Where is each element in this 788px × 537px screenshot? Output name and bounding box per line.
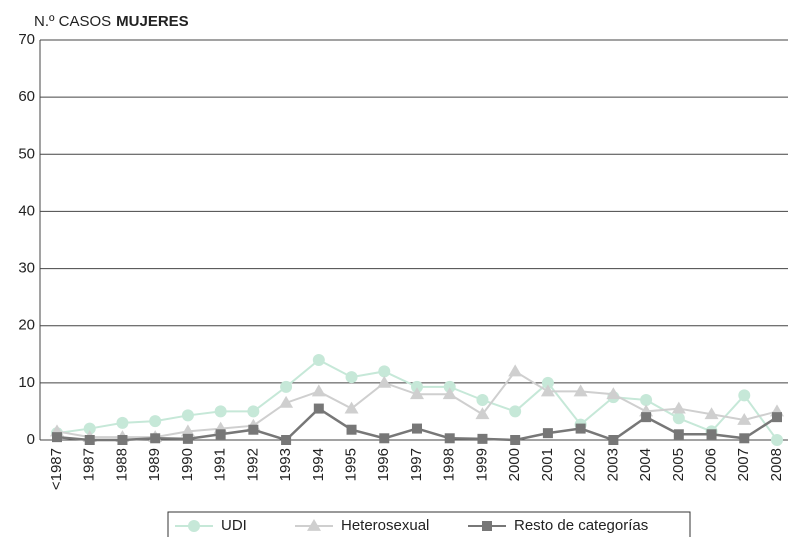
point [509, 405, 522, 418]
point [640, 394, 653, 406]
point [345, 371, 358, 384]
x-tick-label: 1998 [441, 448, 458, 481]
x-tick-label: 1996 [375, 448, 392, 481]
y-tick-label: 70 [18, 31, 35, 48]
x-tick-label: 2004 [637, 448, 654, 481]
point [247, 405, 260, 418]
point [377, 375, 392, 388]
point [641, 412, 652, 423]
y-tick-label: 0 [27, 431, 35, 448]
point [346, 424, 357, 435]
point [307, 519, 321, 531]
legend-label: Heterosexual [341, 517, 429, 534]
point [540, 384, 555, 397]
y-tick-label: 20 [18, 317, 35, 334]
point [673, 429, 684, 440]
point [738, 389, 751, 402]
point [412, 423, 422, 434]
x-tick-label: 1987 [81, 448, 98, 481]
y-tick-label: 50 [18, 145, 35, 162]
legend-label: UDI [221, 517, 247, 534]
point [476, 394, 489, 406]
point [508, 364, 523, 377]
point [575, 423, 586, 434]
x-tick-label: <1987 [48, 448, 65, 490]
point [150, 433, 161, 444]
point [312, 354, 325, 366]
x-tick-label: 2002 [572, 448, 589, 481]
point [83, 422, 96, 435]
point [411, 380, 423, 393]
point [541, 376, 554, 389]
point [443, 380, 456, 393]
point [410, 387, 424, 400]
point [182, 433, 193, 444]
point [477, 433, 488, 444]
point [608, 435, 619, 445]
x-tick-label: 2008 [768, 448, 785, 481]
point [510, 435, 521, 445]
point [444, 433, 455, 444]
point [772, 412, 782, 423]
point [215, 429, 226, 440]
point [188, 520, 200, 532]
point [279, 395, 294, 408]
point [116, 416, 129, 429]
point [344, 401, 359, 414]
x-tick-label: 1997 [408, 448, 425, 481]
x-tick-label: 1988 [113, 448, 130, 481]
point [52, 432, 62, 443]
point [704, 407, 719, 420]
chart-title: N.º CASOS MUJERES [34, 13, 189, 30]
point [475, 407, 490, 420]
point [378, 365, 391, 378]
x-tick-label: 1995 [343, 448, 360, 481]
y-tick-label: 60 [18, 88, 35, 105]
x-tick-label: 1990 [179, 448, 196, 481]
point [442, 387, 457, 400]
point [379, 433, 390, 444]
point [117, 435, 128, 445]
point [180, 424, 195, 437]
x-tick-label: 1999 [473, 448, 490, 481]
x-tick-label: 2006 [703, 448, 720, 481]
point [671, 401, 686, 414]
legend-label: Resto de categorías [514, 517, 648, 534]
point [181, 409, 194, 422]
point [281, 435, 292, 445]
legend-box [167, 511, 691, 537]
point [542, 428, 553, 439]
x-tick-label: 2003 [604, 448, 621, 481]
point [771, 434, 783, 446]
point [311, 384, 326, 397]
y-tick-label: 40 [18, 202, 35, 219]
point [706, 429, 717, 440]
point [280, 380, 293, 393]
point [248, 424, 259, 435]
point [313, 403, 324, 414]
point [84, 435, 95, 445]
point [737, 413, 752, 425]
point [214, 405, 227, 418]
x-tick-label: 2001 [539, 448, 556, 481]
x-tick-label: 2005 [670, 448, 687, 481]
point [739, 433, 750, 444]
x-tick-label: 1989 [146, 448, 163, 481]
x-tick-label: 2007 [735, 448, 752, 481]
x-tick-label: 1992 [244, 448, 261, 481]
x-tick-label: 1994 [310, 448, 327, 481]
point [149, 415, 162, 428]
x-tick-label: 1991 [212, 448, 229, 481]
x-tick-label: 2000 [506, 448, 523, 481]
y-tick-label: 10 [18, 374, 35, 391]
title-text: N.º CASOS [34, 13, 111, 30]
point [482, 521, 492, 531]
x-tick-label: 1993 [277, 448, 294, 481]
title-emphasis: MUJERES [116, 13, 189, 30]
point [672, 412, 685, 425]
point [573, 384, 588, 397]
point [606, 387, 621, 400]
y-tick-label: 30 [18, 260, 35, 277]
